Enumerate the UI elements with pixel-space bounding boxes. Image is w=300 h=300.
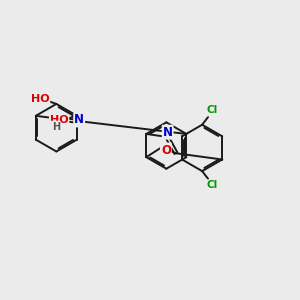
Text: N: N — [163, 126, 173, 139]
Text: HO: HO — [31, 94, 49, 103]
Text: Cl: Cl — [207, 106, 218, 116]
Text: O: O — [161, 143, 171, 157]
Text: Cl: Cl — [207, 180, 218, 190]
Text: HO: HO — [50, 115, 68, 125]
Text: N: N — [74, 113, 84, 127]
Text: H: H — [52, 122, 60, 131]
